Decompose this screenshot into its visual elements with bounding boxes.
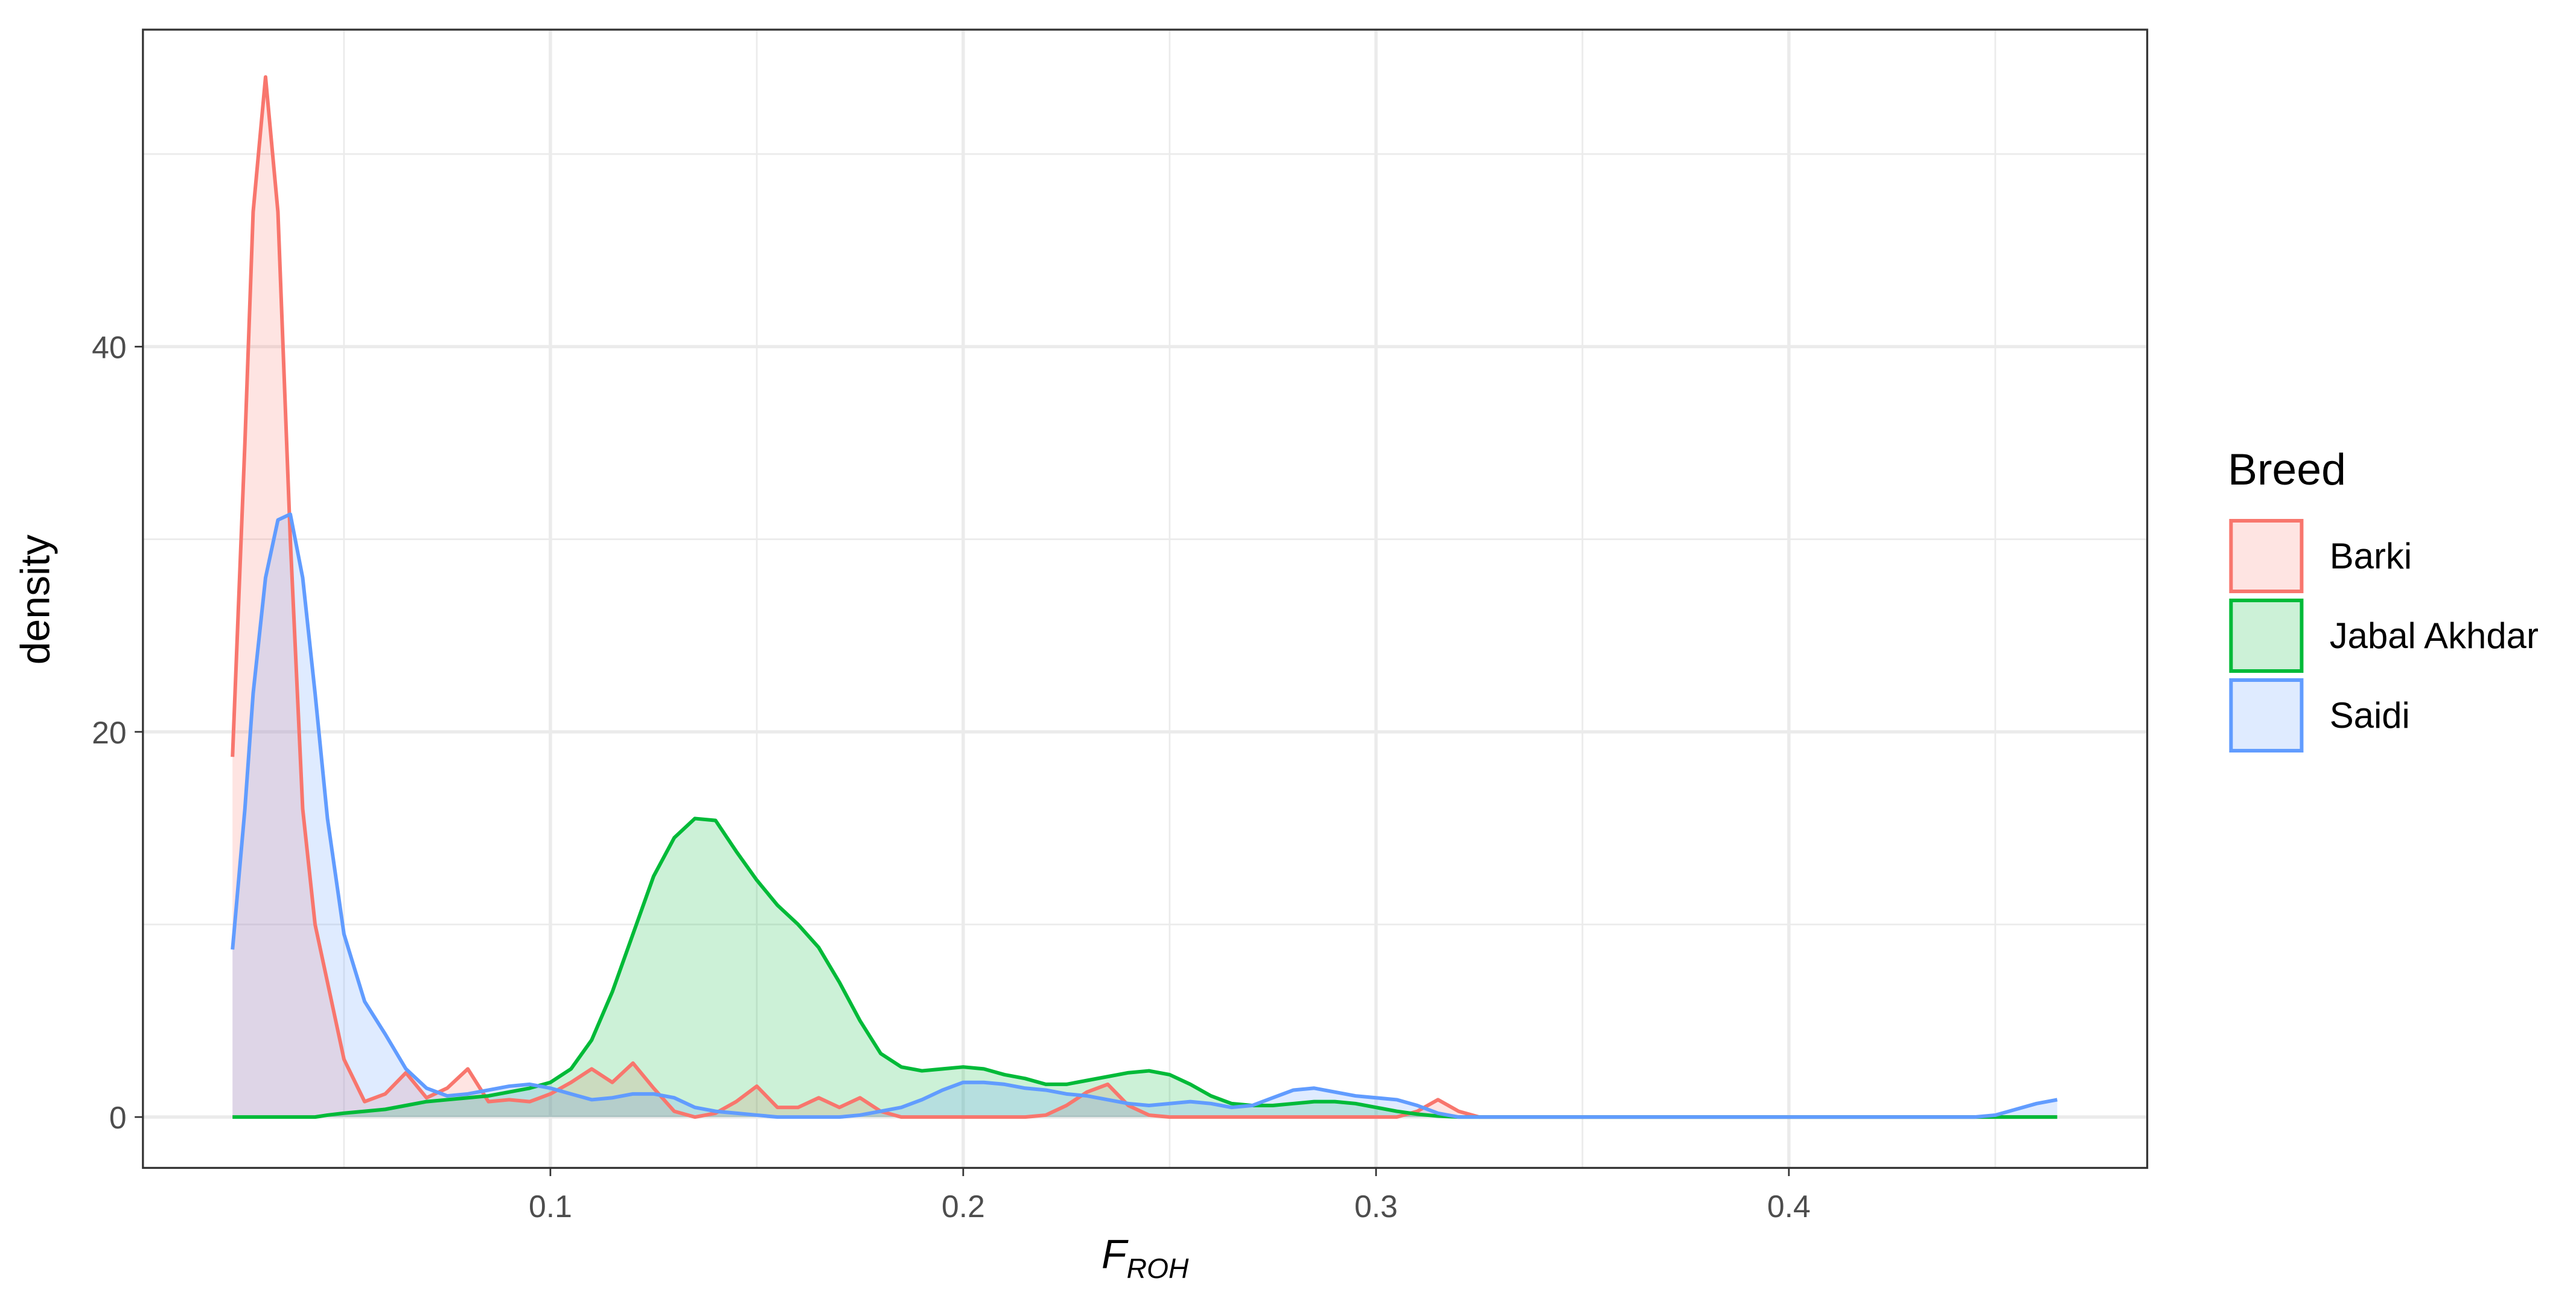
legend-key	[2229, 678, 2304, 753]
legend-label: Barki	[2330, 536, 2412, 576]
x-axis-title-main: F	[1101, 1231, 1129, 1277]
density-area	[232, 818, 2058, 1118]
x-tick-label: 0.3	[1354, 1189, 1398, 1224]
legend-key	[2229, 518, 2304, 594]
density-line	[232, 816, 2058, 1119]
x-tick-label: 0.4	[1767, 1189, 1811, 1224]
density-line	[231, 75, 2058, 1119]
plot-border	[142, 28, 2149, 1169]
y-tick-label: 0	[109, 1100, 127, 1135]
legend-key-background	[2229, 519, 2304, 593]
x-axis-title-subscript: ROH	[1127, 1253, 1189, 1284]
x-tick-label: 0.1	[529, 1189, 572, 1224]
legend-key	[2229, 598, 2304, 673]
legend-label: Saidi	[2330, 695, 2410, 736]
legend-label: Jabal Akhdar	[2330, 616, 2539, 656]
x-tick-label: 0.2	[942, 1189, 985, 1224]
y-tick-label: 20	[92, 715, 127, 750]
plot-background	[142, 30, 2147, 1168]
legend-title: Breed	[2228, 444, 2346, 494]
y-axis-title: density	[13, 535, 59, 665]
legend-key-background	[2229, 599, 2304, 673]
legend-key-background	[2229, 678, 2304, 752]
y-tick-label: 40	[92, 330, 127, 365]
density-line	[231, 512, 2058, 1119]
x-axis-title: FROH	[1101, 1231, 1189, 1284]
